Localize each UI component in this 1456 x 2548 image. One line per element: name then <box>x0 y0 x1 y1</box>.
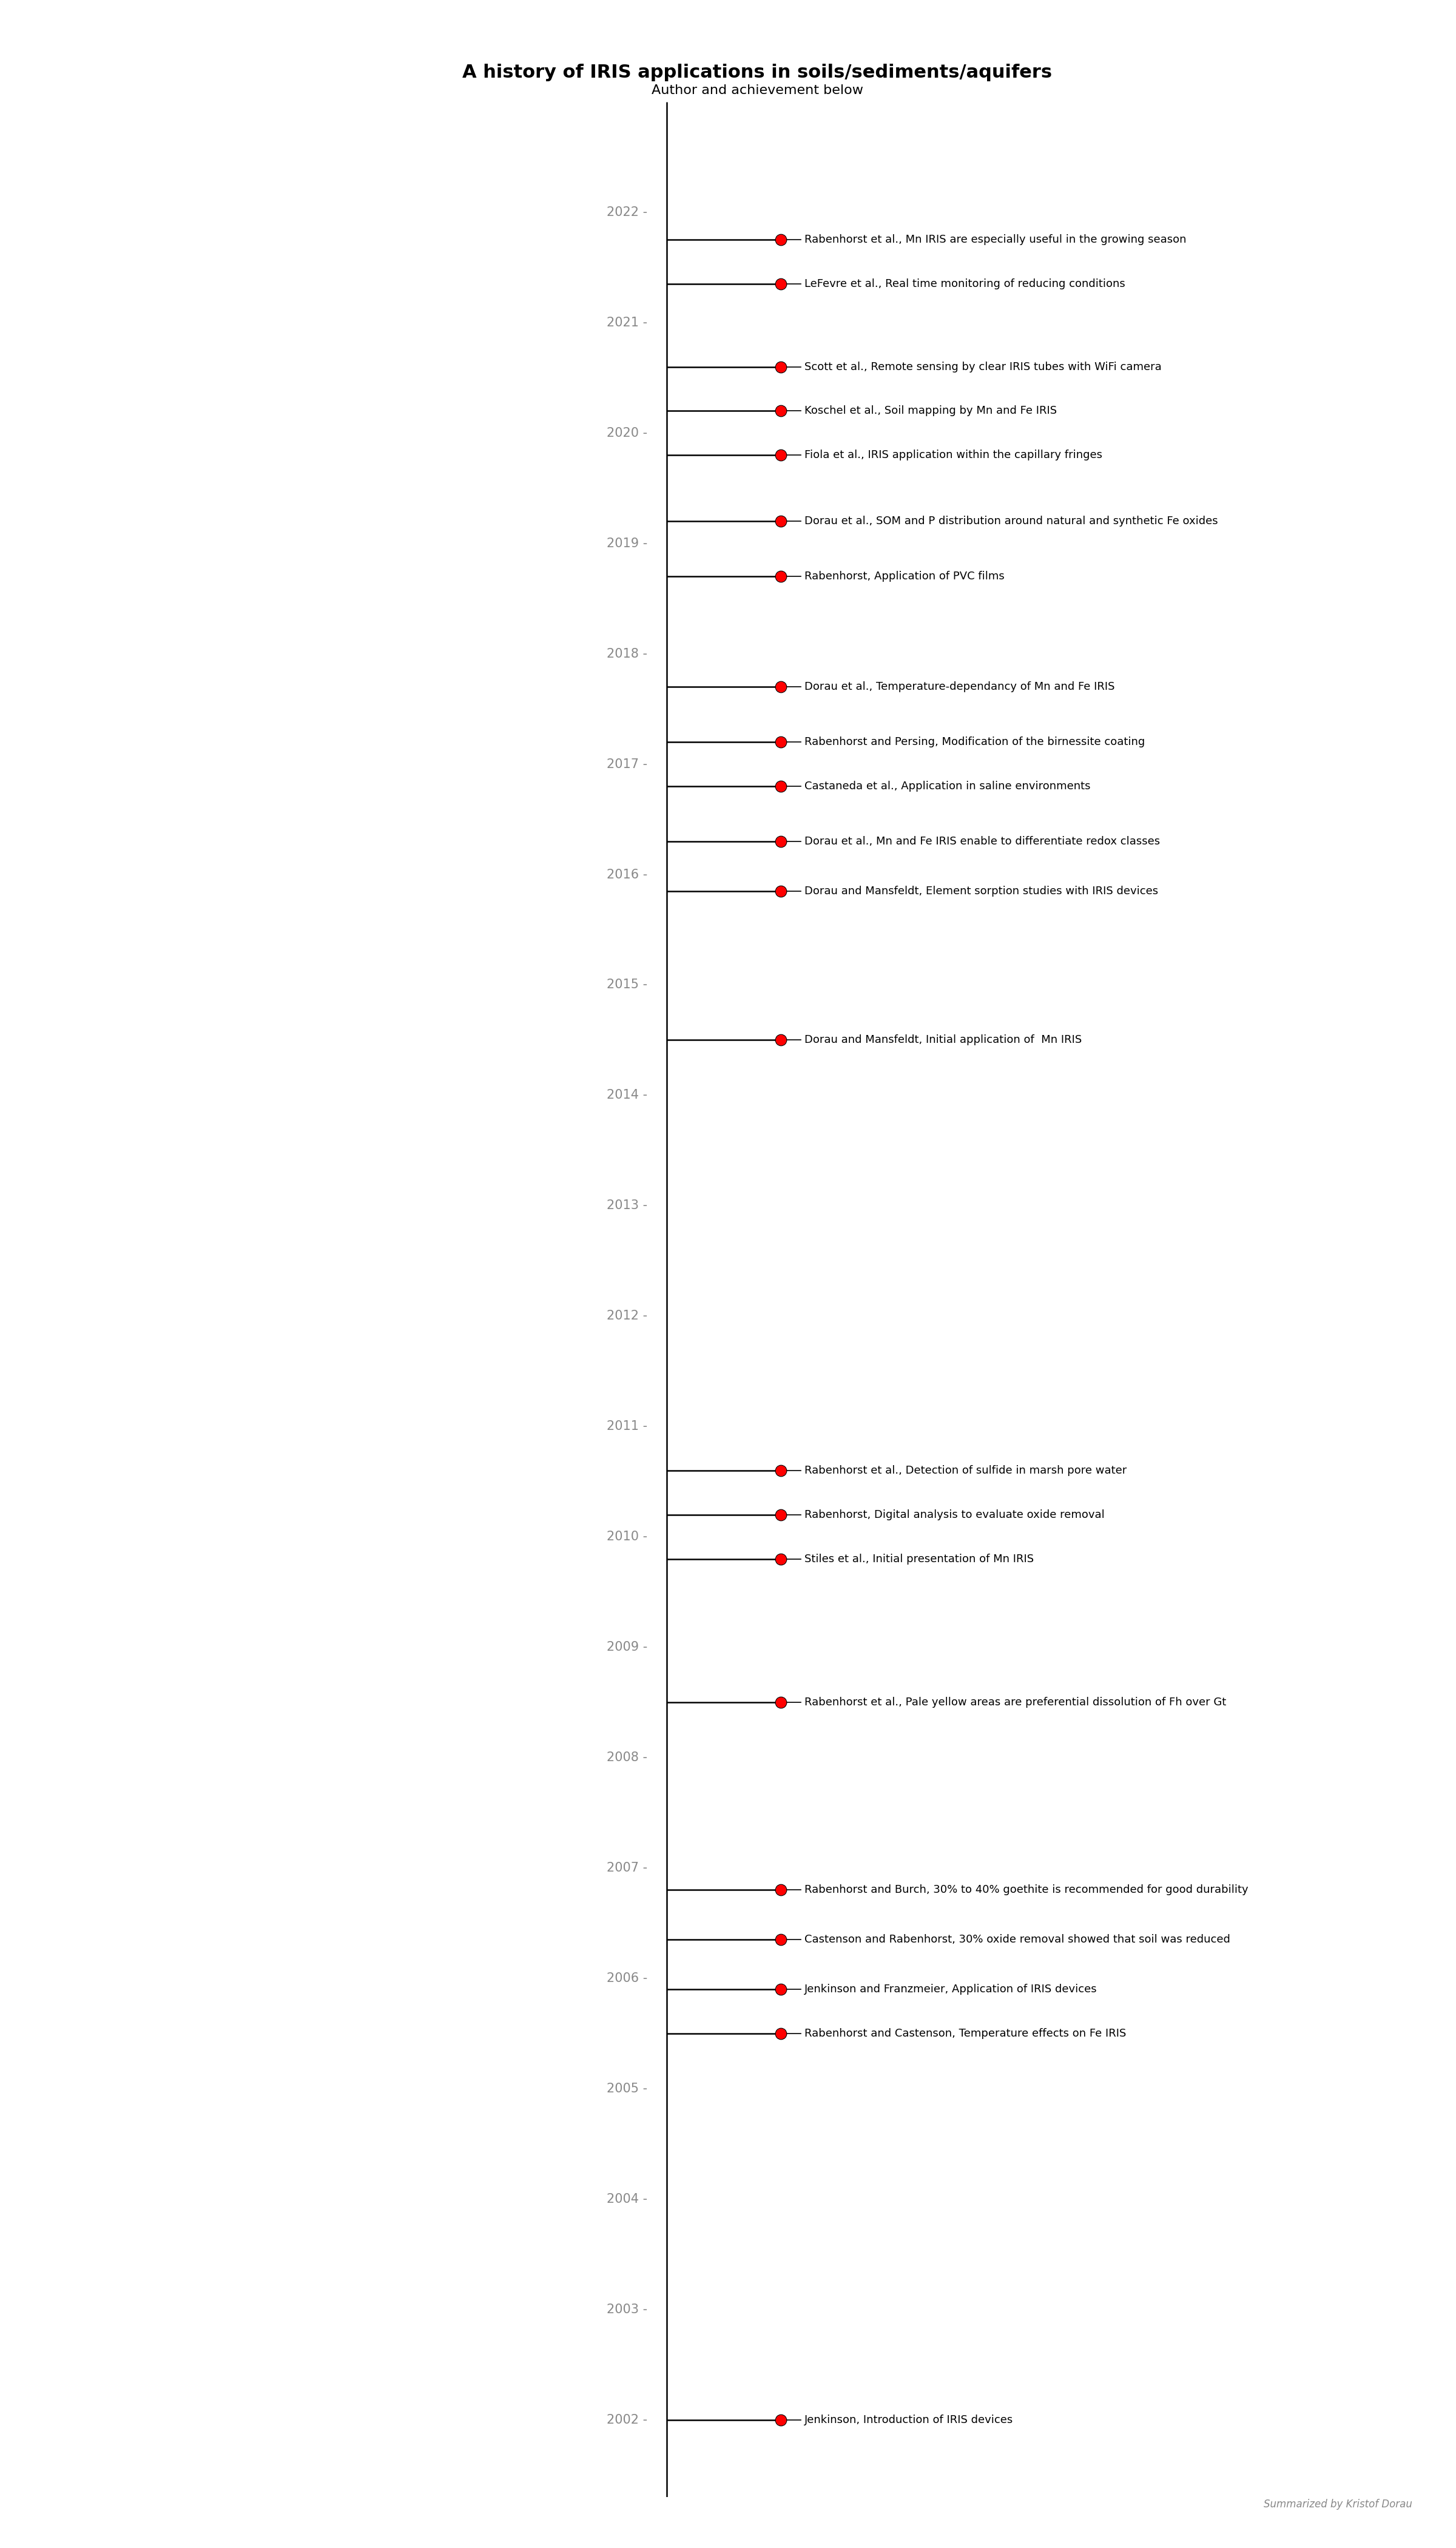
Text: Castenson and Rabenhorst, 30% oxide removal showed that soil was reduced: Castenson and Rabenhorst, 30% oxide remo… <box>804 1934 1230 1944</box>
Text: 2017 -: 2017 - <box>607 759 646 769</box>
Point <box>769 1450 792 1491</box>
Text: Rabenhorst and Castenson, Temperature effects on Fe IRIS: Rabenhorst and Castenson, Temperature ef… <box>804 2028 1125 2038</box>
Text: Rabenhorst et al., Mn IRIS are especially useful in the growing season: Rabenhorst et al., Mn IRIS are especiall… <box>804 234 1187 245</box>
Text: LeFevre et al., Real time monitoring of reducing conditions: LeFevre et al., Real time monitoring of … <box>804 278 1125 290</box>
Text: 2018 -: 2018 - <box>607 647 646 660</box>
Text: 2008 -: 2008 - <box>607 1750 646 1763</box>
Text: 2020 -: 2020 - <box>607 428 646 438</box>
Point <box>769 767 792 808</box>
Point <box>769 721 792 762</box>
Text: 2012 -: 2012 - <box>607 1310 646 1322</box>
Point <box>769 1539 792 1580</box>
Point <box>769 390 792 431</box>
Text: 2011 -: 2011 - <box>607 1419 646 1432</box>
Text: Fiola et al., IRIS application within the capillary fringes: Fiola et al., IRIS application within th… <box>804 448 1102 461</box>
Text: 2009 -: 2009 - <box>606 1641 646 1654</box>
Text: Rabenhorst, Application of PVC films: Rabenhorst, Application of PVC films <box>804 571 1005 581</box>
Text: Rabenhorst, Digital analysis to evaluate oxide removal: Rabenhorst, Digital analysis to evaluate… <box>804 1508 1105 1521</box>
Point <box>769 1919 792 1959</box>
Text: 2002 -: 2002 - <box>607 2413 646 2426</box>
Text: Jenkinson, Introduction of IRIS devices: Jenkinson, Introduction of IRIS devices <box>804 2416 1013 2426</box>
Text: 2016 -: 2016 - <box>606 869 646 882</box>
Text: Author and achievement below: Author and achievement below <box>651 84 863 97</box>
Text: Dorau et al., Mn and Fe IRIS enable to differentiate redox classes: Dorau et al., Mn and Fe IRIS enable to d… <box>804 836 1160 846</box>
Text: 2010 -: 2010 - <box>607 1531 646 1544</box>
Point <box>769 436 792 476</box>
Text: 2007 -: 2007 - <box>607 1863 646 1873</box>
Text: 2013 -: 2013 - <box>607 1200 646 1213</box>
Text: Dorau et al., SOM and P distribution around natural and synthetic Fe oxides: Dorau et al., SOM and P distribution aro… <box>804 515 1219 527</box>
Text: Scott et al., Remote sensing by clear IRIS tubes with WiFi camera: Scott et al., Remote sensing by clear IR… <box>804 362 1162 372</box>
Text: 2014 -: 2014 - <box>607 1088 646 1101</box>
Text: A history of IRIS applications in soils/sediments/aquifers: A history of IRIS applications in soils/… <box>462 64 1053 82</box>
Point <box>769 2400 792 2441</box>
Point <box>769 871 792 912</box>
Text: Dorau and Mansfeldt, Initial application of  Mn IRIS: Dorau and Mansfeldt, Initial application… <box>804 1034 1082 1045</box>
Point <box>769 502 792 543</box>
Point <box>769 1493 792 1534</box>
Point <box>769 2013 792 2054</box>
Point <box>769 555 792 596</box>
Point <box>769 668 792 708</box>
Text: 2003 -: 2003 - <box>607 2303 646 2316</box>
Text: Rabenhorst et al., Pale yellow areas are preferential dissolution of Fh over Gt: Rabenhorst et al., Pale yellow areas are… <box>804 1697 1226 1707</box>
Point <box>769 820 792 861</box>
Text: 2022 -: 2022 - <box>607 206 646 219</box>
Text: Jenkinson and Franzmeier, Application of IRIS devices: Jenkinson and Franzmeier, Application of… <box>804 1985 1098 1995</box>
Text: Rabenhorst et al., Detection of sulfide in marsh pore water: Rabenhorst et al., Detection of sulfide … <box>804 1465 1127 1475</box>
Text: 2019 -: 2019 - <box>606 538 646 550</box>
Text: Rabenhorst and Burch, 30% to 40% goethite is recommended for good durability: Rabenhorst and Burch, 30% to 40% goethit… <box>804 1886 1248 1896</box>
Point <box>769 1870 792 1911</box>
Text: 2006 -: 2006 - <box>606 1972 646 1985</box>
Text: Dorau et al., Temperature-dependancy of Mn and Fe IRIS: Dorau et al., Temperature-dependancy of … <box>804 680 1115 693</box>
Text: 2004 -: 2004 - <box>607 2194 646 2204</box>
Point <box>769 1019 792 1060</box>
Point <box>769 347 792 387</box>
Point <box>769 1970 792 2010</box>
Text: Rabenhorst and Persing, Modification of the birnessite coating: Rabenhorst and Persing, Modification of … <box>804 736 1144 747</box>
Point <box>769 1682 792 1722</box>
Text: Dorau and Mansfeldt, Element sorption studies with IRIS devices: Dorau and Mansfeldt, Element sorption st… <box>804 887 1158 897</box>
Text: 2021 -: 2021 - <box>607 316 646 329</box>
Text: Castaneda et al., Application in saline environments: Castaneda et al., Application in saline … <box>804 780 1091 792</box>
Point <box>769 219 792 260</box>
Point <box>769 262 792 303</box>
Text: 2005 -: 2005 - <box>607 2082 646 2094</box>
Text: Stiles et al., Initial presentation of Mn IRIS: Stiles et al., Initial presentation of M… <box>804 1554 1034 1564</box>
Text: Koschel et al., Soil mapping by Mn and Fe IRIS: Koschel et al., Soil mapping by Mn and F… <box>804 405 1057 415</box>
Text: 2015 -: 2015 - <box>607 978 646 991</box>
Text: Summarized by Kristof Dorau: Summarized by Kristof Dorau <box>1264 2500 1412 2510</box>
